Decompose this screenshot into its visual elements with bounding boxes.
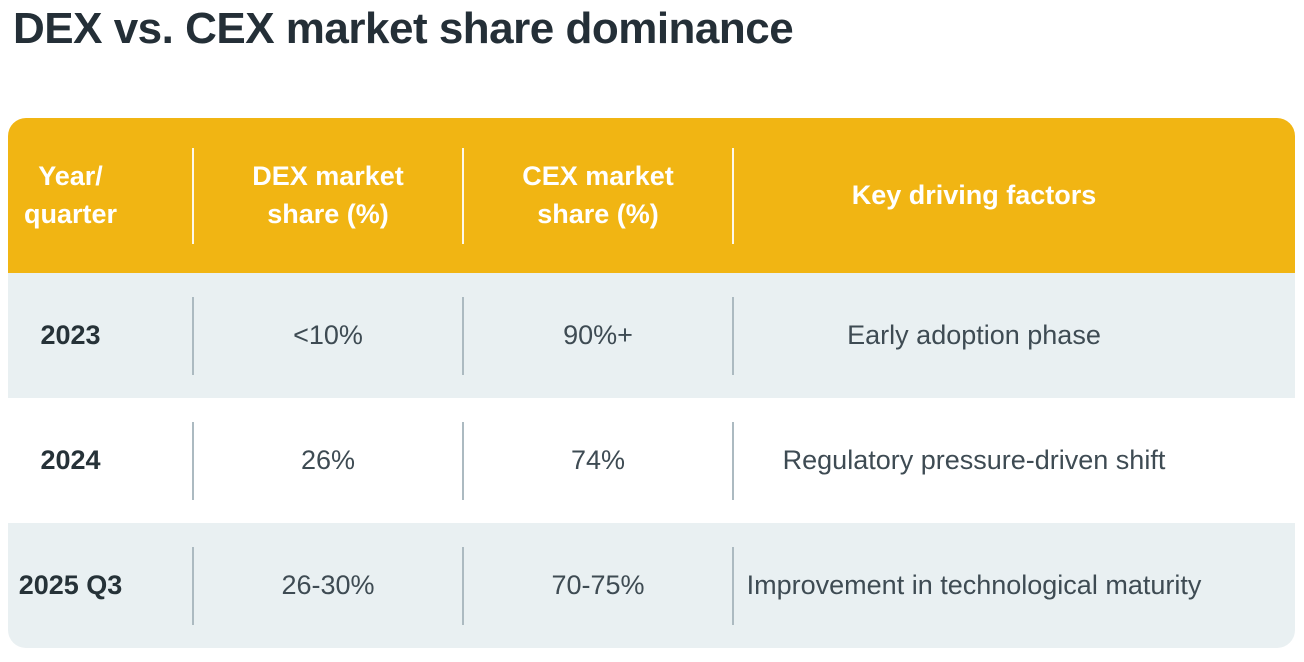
header-cell-key-factors: Key driving factors: [732, 118, 1295, 273]
column-separator: [732, 147, 734, 244]
cell-value: Early adoption phase: [847, 319, 1101, 350]
column-separator: [192, 546, 194, 625]
column-separator: [462, 421, 464, 500]
cell-key-factors: Regulatory pressure-driven shift: [732, 398, 1295, 523]
column-separator: [192, 421, 194, 500]
column-separator: [462, 147, 464, 244]
cell-cex-share: 90%+: [462, 273, 733, 398]
table-header-row: Year/ quarter DEX market share (%) CEX m…: [8, 118, 1295, 273]
cell-value: 26%: [300, 444, 356, 475]
cell-value: Improvement in technological maturity: [746, 569, 1202, 600]
table-row: 2023 <10% 90%+ Early adoption phase: [8, 273, 1295, 398]
cell-value: Regulatory pressure-driven shift: [782, 444, 1166, 475]
column-separator: [732, 296, 734, 375]
header-cell-year-quarter: Year/ quarter: [23, 160, 118, 229]
cell-value: 70-75%: [551, 569, 645, 600]
cell-year: 2023: [40, 319, 101, 350]
cell-dex-share: 26-30%: [192, 523, 463, 648]
cell-cex-share: 70-75%: [462, 523, 733, 648]
cell-year: 2024: [40, 444, 101, 475]
cell-key-factors: Early adoption phase: [732, 273, 1295, 398]
cell-key-factors: Improvement in technological maturity: [732, 523, 1295, 648]
cell-dex-share: <10%: [192, 273, 463, 398]
header-label: CEX market share (%): [522, 160, 674, 229]
header-cell-cex-share: CEX market share (%): [462, 118, 733, 273]
cell-value: 90%+: [563, 319, 633, 350]
cell-value: <10%: [293, 319, 363, 350]
cell-value: 26-30%: [281, 569, 375, 600]
column-separator: [192, 296, 194, 375]
column-separator: [732, 421, 734, 500]
table-row: 2025 Q3 26-30% 70-75% Improvement in tec…: [8, 523, 1295, 648]
cell-year: 2025 Q3: [18, 569, 123, 600]
cell-cex-share: 74%: [462, 398, 733, 523]
page-title: DEX vs. CEX market share dominance: [13, 4, 794, 53]
column-separator: [192, 147, 194, 244]
header-cell-dex-share: DEX market share (%): [192, 118, 463, 273]
column-separator: [462, 546, 464, 625]
header-label: DEX market share (%): [252, 160, 404, 229]
cell-dex-share: 26%: [192, 398, 463, 523]
table-row: 2024 26% 74% Regulatory pressure-driven …: [8, 398, 1295, 523]
cell-value: 74%: [570, 444, 626, 475]
market-share-table: Year/ quarter DEX market share (%) CEX m…: [8, 118, 1295, 648]
header-label: Key driving factors: [851, 179, 1097, 210]
column-separator: [462, 296, 464, 375]
column-separator: [732, 546, 734, 625]
